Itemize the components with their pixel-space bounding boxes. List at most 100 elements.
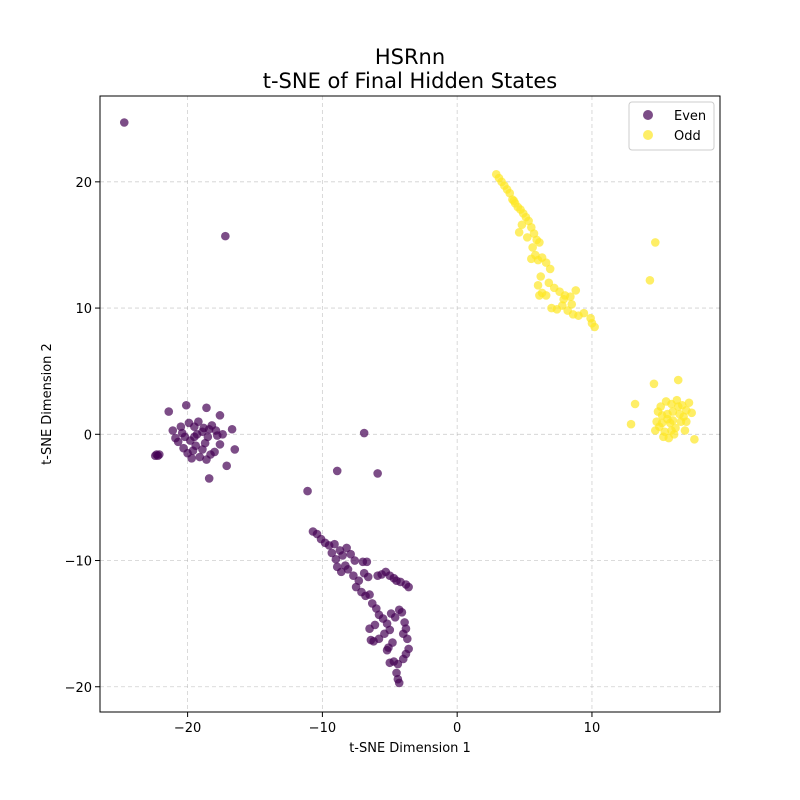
point-odd (559, 294, 568, 304)
point-even (168, 426, 178, 435)
point-even (394, 678, 404, 688)
data-points (119, 118, 699, 688)
point-odd (544, 278, 554, 288)
x-tick-label: 0 (453, 721, 461, 736)
chart-subtitle: t-SNE of Final Hidden States (263, 69, 558, 93)
legend-marker-even (643, 110, 653, 120)
point-even (150, 451, 160, 461)
point-even (351, 582, 361, 592)
point-odd (535, 291, 544, 300)
point-odd (680, 426, 690, 435)
point-even (346, 549, 355, 559)
chart-title: HSRnn (375, 45, 445, 69)
point-even (218, 429, 227, 439)
point-even (363, 572, 373, 582)
point-even (211, 426, 221, 435)
point-even (204, 424, 214, 434)
point-even (210, 447, 219, 457)
point-even (397, 607, 407, 617)
point-odd (528, 243, 537, 252)
point-odd (651, 238, 660, 247)
point-even (336, 567, 346, 577)
point-even (204, 474, 214, 483)
point-odd (536, 272, 546, 281)
point-even (200, 438, 210, 448)
point-odd (626, 419, 636, 429)
point-even (390, 613, 400, 622)
point-even (362, 557, 372, 567)
point-even (330, 539, 339, 549)
point-odd (672, 395, 682, 405)
point-odd (587, 318, 597, 328)
x-tick-label: 10 (584, 721, 601, 736)
point-odd (579, 308, 589, 318)
point-odd (684, 398, 694, 408)
point-even (194, 417, 203, 426)
point-odd (522, 233, 532, 242)
point-even (190, 432, 199, 442)
point-even (331, 554, 341, 564)
point-even (370, 620, 380, 630)
point-even (227, 424, 237, 434)
y-axis-label: t-SNE Dimension 2 (40, 343, 55, 465)
axis-ticks: −20 −10 0 10 −20 −10 0 10 20 (65, 176, 601, 736)
point-odd (682, 406, 691, 415)
legend-marker-odd (643, 130, 653, 140)
point-odd (566, 292, 575, 302)
y-tick-label: 0 (84, 428, 92, 443)
point-even (191, 441, 200, 450)
y-tick-label: 10 (75, 302, 92, 317)
point-odd (675, 409, 684, 419)
point-even (373, 469, 382, 478)
point-even (215, 411, 225, 420)
point-even (173, 437, 183, 447)
legend-label-odd: Odd (674, 129, 701, 144)
point-even (181, 400, 191, 410)
point-even (380, 629, 389, 639)
point-even (338, 551, 347, 560)
point-odd (667, 426, 676, 435)
x-tick-label: −20 (174, 721, 201, 736)
point-odd (541, 291, 551, 300)
point-even (176, 422, 186, 432)
point-even (359, 428, 369, 438)
point-even (365, 590, 374, 599)
point-odd (682, 417, 691, 426)
point-even (184, 418, 194, 428)
point-even (327, 548, 337, 558)
point-odd (653, 407, 663, 416)
point-even (303, 486, 312, 496)
point-odd (657, 418, 667, 428)
point-even (198, 427, 207, 437)
point-even (119, 118, 129, 127)
point-even (404, 582, 413, 592)
point-even (385, 658, 395, 668)
point-odd (527, 254, 536, 264)
y-tick-label: −20 (65, 681, 92, 696)
legend: Even Odd (628, 101, 715, 151)
point-odd (567, 299, 577, 309)
point-even (164, 407, 174, 416)
point-odd (668, 416, 678, 425)
x-axis-label: t-SNE Dimension 1 (349, 741, 471, 756)
point-odd (514, 228, 524, 237)
point-even (403, 634, 412, 644)
point-odd (651, 426, 660, 435)
y-tick-label: 20 (75, 176, 92, 191)
point-even (382, 645, 392, 655)
point-odd (535, 238, 544, 247)
point-even (222, 461, 231, 471)
point-odd (541, 258, 551, 267)
point-even (398, 654, 408, 664)
point-odd (649, 379, 659, 389)
y-tick-label: −10 (65, 555, 92, 570)
point-even (195, 452, 205, 462)
point-odd (645, 275, 655, 285)
point-even (366, 635, 376, 645)
x-tick-label: −10 (309, 721, 336, 736)
point-even (202, 403, 211, 413)
point-odd (673, 375, 683, 385)
point-odd (571, 286, 581, 295)
